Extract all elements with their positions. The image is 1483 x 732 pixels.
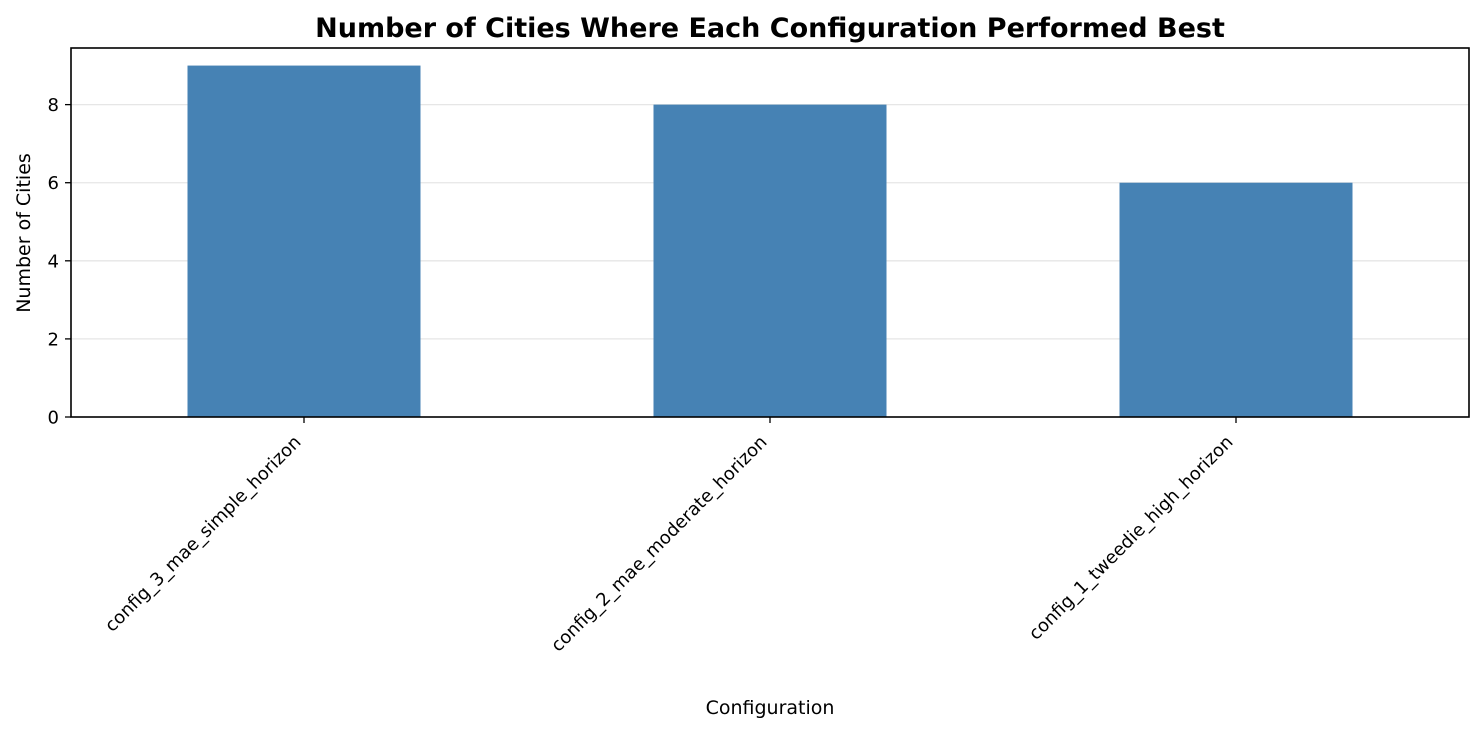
- y-tick-label: 4: [48, 251, 59, 272]
- y-tick-label: 2: [48, 329, 59, 350]
- bars: [187, 65, 1353, 418]
- y-tick-label: 6: [48, 173, 59, 194]
- y-tick-label: 0: [48, 408, 59, 429]
- x-axis-label: Configuration: [706, 697, 835, 719]
- y-axis-ticks: 0 2 4 6 8: [48, 95, 71, 429]
- bar: [1119, 182, 1353, 417]
- x-axis-ticks: config_3_mae_simple_horizon config_2_mae_…: [101, 417, 1238, 656]
- x-tick-label: config_2_mae_moderate_horizon: [547, 432, 771, 656]
- x-tick-label: config_3_mae_simple_horizon: [101, 432, 306, 637]
- y-tick-label: 8: [48, 95, 59, 116]
- x-tick-label: config_1_tweedie_high_horizon: [1025, 432, 1238, 645]
- bar: [653, 104, 887, 417]
- chart-title: Number of Cities Where Each Configuratio…: [315, 13, 1225, 44]
- bar: [187, 65, 421, 418]
- y-axis-label: Number of Cities: [13, 153, 35, 313]
